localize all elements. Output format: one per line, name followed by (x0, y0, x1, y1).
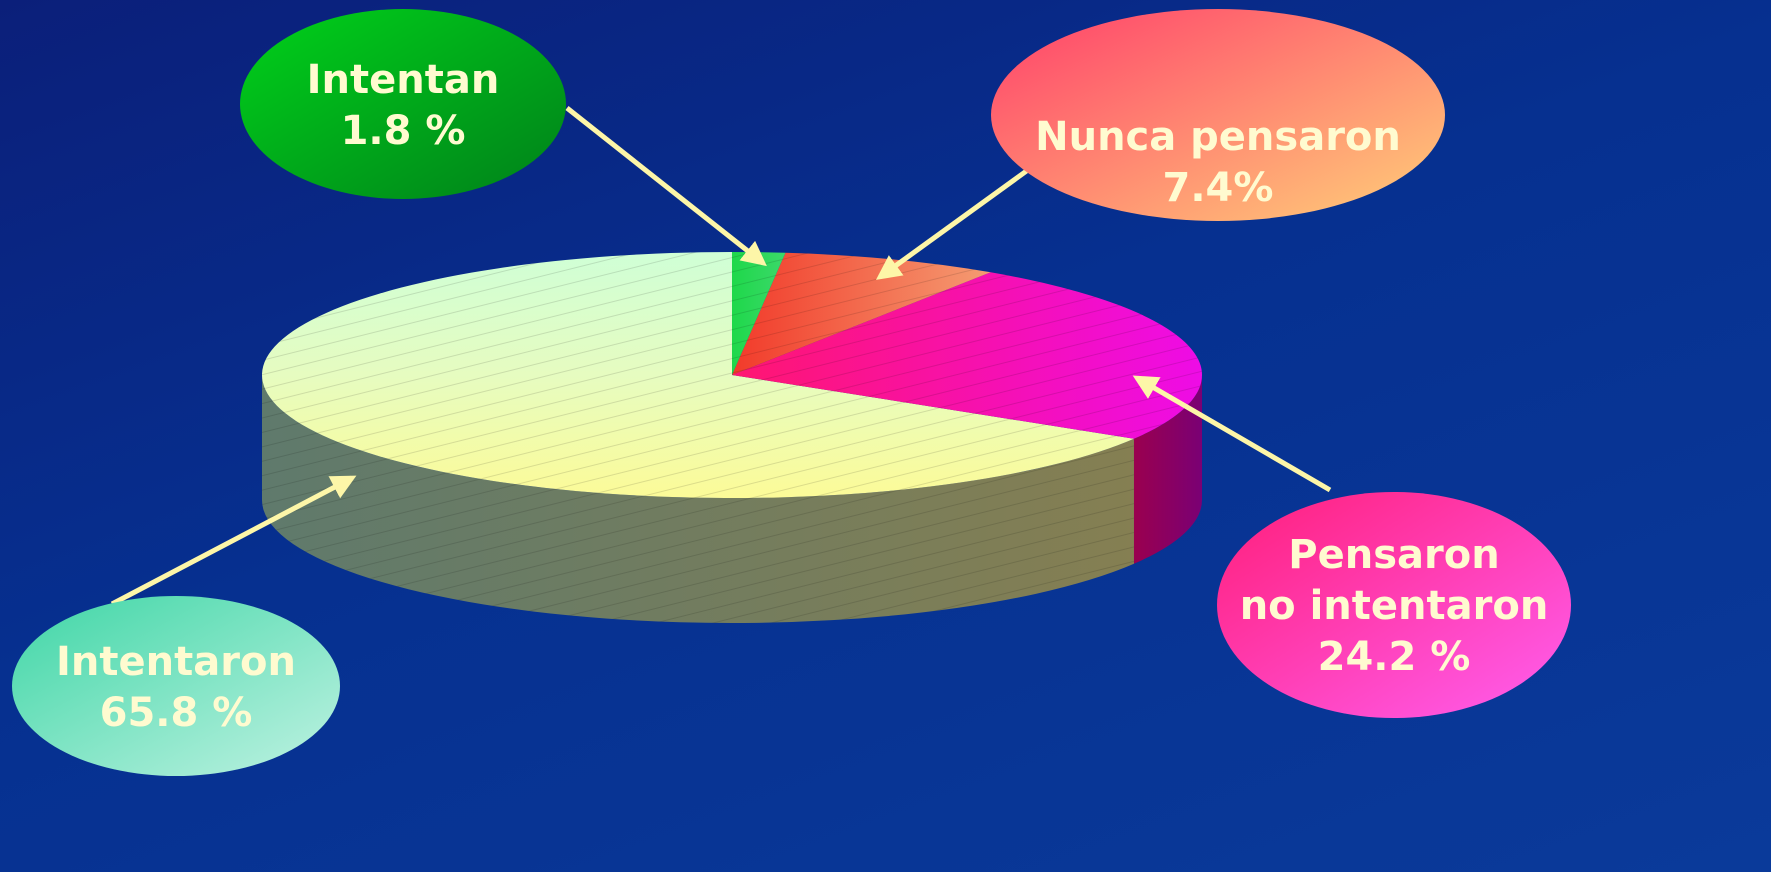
arrow-intentaron (110, 475, 357, 607)
slice-intentaron-hatch (261, 252, 1134, 498)
label-pensaron-value-label: 24.2 % (1318, 634, 1471, 680)
arrow-intentan (565, 106, 767, 267)
label-intentan-value-label: 1.8 % (341, 108, 466, 154)
bubble-shape-nunca (991, 9, 1445, 221)
label-nunca-value-label: 7.4% (1163, 165, 1274, 211)
slice-pensaron-side (1133, 375, 1202, 564)
slice-intentaron-side-hatch (262, 375, 1134, 623)
label-intentan-label-line1: Intentan (307, 57, 500, 103)
arrow-nunca (875, 164, 1034, 280)
label-pensaron-label-line2: no intentaron (1240, 583, 1549, 629)
label-intentaron-value-label: 65.8 % (100, 690, 253, 736)
label-bubble-intentan: Intentan 1.8 % (240, 9, 566, 199)
bubble-shape-pensaron (1217, 492, 1571, 718)
callout-arrows (110, 106, 1332, 607)
slice-intentan-hatch (732, 252, 786, 375)
label-nunca-label-line1: Nunca pensaron (1035, 114, 1401, 160)
label-bubble-nunca: Nunca pensaron 7.4% (991, 9, 1445, 221)
label-intentaron-label-line1: Intentaron (56, 639, 296, 685)
pie-tops (261, 252, 1203, 498)
label-bubble-intentaron: Intentaron 65.8 % (12, 596, 340, 776)
bubble-shape-intentaron (12, 596, 340, 776)
slice-pensaron-hatch (732, 272, 1203, 439)
slice-nunca-hatch (732, 252, 991, 375)
bubble-shape-intentan (240, 9, 566, 199)
label-pensaron-label-line1: Pensaron (1288, 532, 1499, 578)
arrow-pensaron (1132, 375, 1332, 493)
pie-sides (262, 375, 1202, 623)
label-bubble-pensaron: Pensaron no intentaron 24.2 % (1217, 492, 1571, 718)
callout-bubbles: Intentan 1.8 % Nunca pensaron 7.4% Pensaron n… (12, 9, 1571, 776)
